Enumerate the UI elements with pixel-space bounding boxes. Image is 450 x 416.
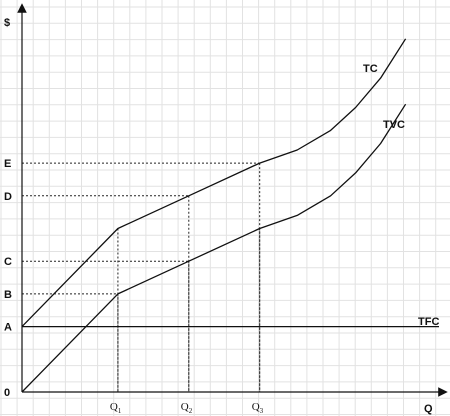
y-level-label-e: E xyxy=(4,158,11,170)
y-level-label-a: A xyxy=(4,322,12,334)
y-level-label-c: C xyxy=(4,256,12,268)
axis-labels: $ Q 0 xyxy=(4,17,433,415)
x-level-label-q3: Q3 xyxy=(252,401,264,415)
y-level-labels: A B C D E xyxy=(4,158,12,334)
y-level-label-b: B xyxy=(4,289,12,301)
cost-curves xyxy=(21,38,439,393)
dotted-guides xyxy=(22,162,261,392)
y-axis-label: $ xyxy=(4,17,10,29)
series-label-tvc: TVC xyxy=(383,119,405,131)
x-level-label-q2: Q2 xyxy=(181,401,193,415)
x-level-labels: Q1 Q2 Q3 xyxy=(110,401,264,415)
x-level-label-q1: Q1 xyxy=(110,401,122,415)
series-label-tc: TC xyxy=(363,63,378,75)
axes xyxy=(17,3,448,397)
series-tc-line xyxy=(21,38,407,328)
y-level-label-d: D xyxy=(4,191,12,203)
series-labels: TFC TVC TC xyxy=(363,63,439,328)
series-tvc-line xyxy=(21,103,407,393)
series-label-tfc: TFC xyxy=(418,316,439,328)
origin-label: 0 xyxy=(4,387,10,399)
x-axis-label: Q xyxy=(424,403,433,415)
